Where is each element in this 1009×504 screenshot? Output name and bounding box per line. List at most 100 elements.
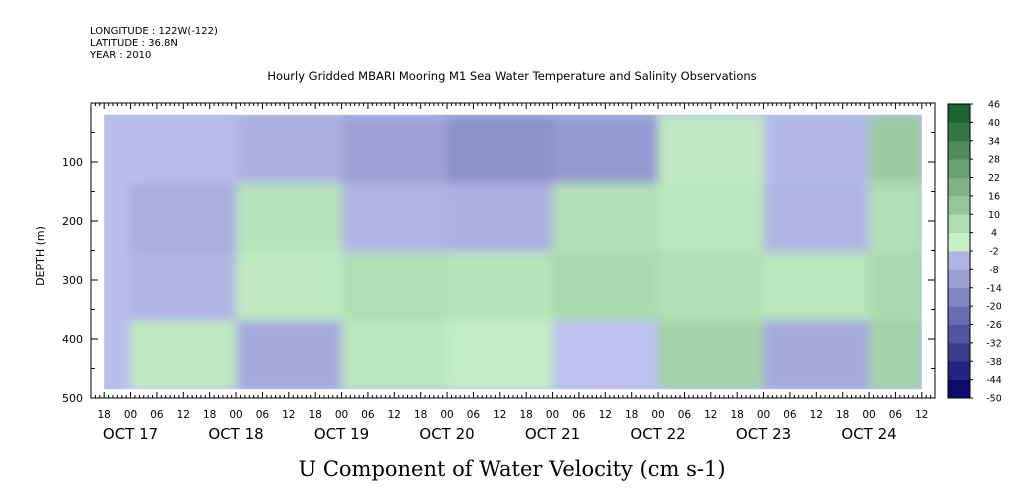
x-axis-bottom: 18 00 06 12 18 00 06 12 18 00 06 12 18 00 06 12 18 00 06 12…	[90, 392, 936, 443]
x-axis-top	[90, 103, 936, 109]
heatmap-cell	[869, 183, 922, 253]
x-day-label: OCT 21	[525, 425, 580, 443]
heatmap-cell	[447, 320, 554, 390]
y-tick-label: 300	[62, 274, 83, 287]
y-tick-label: 200	[62, 215, 83, 228]
heatmap-cell	[869, 320, 922, 390]
heatmap-cell	[236, 114, 343, 185]
header-block: LONGITUDE : 122W(-122) LATITUDE : 36.8N …	[89, 26, 218, 61]
heatmap-cell	[447, 183, 554, 253]
heatmap-cell	[763, 114, 871, 185]
x-hour-label: 18	[625, 409, 638, 421]
colorbar-label: -32	[986, 338, 1002, 349]
colorbar-swatch	[948, 287, 970, 307]
heatmap-cell	[763, 251, 871, 322]
x-hour-label: 00	[651, 409, 664, 421]
x-hour-label: 12	[599, 409, 612, 421]
heatmap-cell	[869, 114, 922, 185]
x-hour-label: 12	[493, 409, 506, 421]
colorbar-label: -2	[989, 247, 998, 258]
colorbar-label: 22	[988, 173, 1000, 184]
plot-area: 18 00 06 12 18 00 06 12 18 00 06 12 18 00 06 12 18 00 06 12…	[62, 102, 936, 443]
colorbar-label: -14	[986, 283, 1002, 294]
x-hour-label: 06	[256, 409, 270, 421]
colorbar-label: 28	[988, 155, 1000, 166]
x-hour-label: 18	[836, 409, 849, 421]
y-axis-right	[928, 132, 935, 399]
heatmap-cell	[763, 320, 871, 390]
colorbar-label: -50	[986, 394, 1002, 405]
chart-subtitle: U Component of Water Velocity (cm s-1)	[298, 457, 725, 481]
x-hour-label: 18	[203, 409, 216, 421]
colorbar-label: -26	[986, 320, 1002, 331]
x-hour-label: 12	[704, 409, 717, 421]
heatmap-cell	[236, 320, 343, 390]
x-day-label: OCT 19	[314, 425, 369, 443]
colorbar-label: -20	[986, 302, 1002, 313]
x-day-label: OCT 22	[630, 425, 685, 443]
heatmap-cell	[130, 320, 238, 390]
heatmap-cell	[130, 183, 238, 253]
heatmap-cell	[341, 114, 449, 185]
x-day-label: OCT 18	[208, 425, 263, 443]
colorbar-swatch	[948, 214, 970, 234]
x-hour-label: 00	[124, 409, 137, 421]
x-hour-label: 06	[361, 409, 375, 421]
y-tick-label: 100	[62, 156, 83, 169]
colorbar-swatch	[948, 269, 970, 289]
colorbar-swatch	[948, 104, 970, 123]
heatmap-cell	[341, 320, 449, 390]
colorbar-label: 4	[991, 228, 997, 239]
colorbar-label: 46	[988, 100, 1000, 111]
heatmap-cell	[869, 251, 922, 322]
heatmap-cell	[658, 251, 765, 322]
header-latitude: LATITUDE : 36.8N	[90, 38, 178, 49]
chart-title: Hourly Gridded MBARI Mooring M1 Sea Wate…	[267, 69, 756, 83]
x-hour-label: 18	[309, 409, 322, 421]
x-hour-label: 12	[282, 409, 295, 421]
x-hour-label: 18	[414, 409, 427, 421]
colorbar-label: 40	[988, 118, 1000, 129]
header-longitude: LONGITUDE : 122W(-122)	[90, 26, 218, 37]
heatmap-cell	[552, 183, 660, 253]
x-hour-label: 06	[572, 409, 586, 421]
heatmap-cell	[658, 183, 765, 253]
heatmap-cell	[236, 251, 343, 322]
header-year: YEAR : 2010	[89, 50, 151, 61]
heatmap-cell	[658, 320, 765, 390]
colorbar-swatch	[948, 159, 970, 178]
heatmap-cell	[447, 251, 554, 322]
heatmap-cell	[658, 114, 765, 185]
heatmap-field	[104, 114, 922, 390]
colorbar-swatch	[948, 324, 970, 344]
colorbar-swatch	[948, 195, 970, 215]
x-hour-label: 06	[150, 409, 164, 421]
y-axis-label: DEPTH (m)	[34, 226, 47, 286]
colorbar-swatch	[948, 361, 970, 381]
colorbar-label: 10	[988, 210, 1000, 221]
heatmap-cell	[236, 183, 343, 253]
x-hour-label: 06	[783, 409, 797, 421]
x-hour-label: 00	[546, 409, 559, 421]
y-tick-label: 500	[62, 392, 83, 405]
x-hour-label: 00	[440, 409, 453, 421]
heatmap-cell	[130, 114, 238, 185]
y-tick-label: 400	[62, 333, 83, 346]
heatmap-cell	[552, 114, 660, 185]
heatmap-cell	[447, 114, 554, 185]
colorbar: 46 40 34 28 22 16 10 4 -2 -8 -14 -20 -26 -32 -38 -44 -50	[947, 100, 1002, 405]
colorbar-label: 16	[988, 191, 1000, 202]
colorbar-swatch	[948, 122, 970, 142]
heatmap-cells	[104, 114, 922, 390]
heatmap-cell	[341, 251, 449, 322]
colorbar-swatch	[948, 177, 970, 197]
colorbar-label: -38	[986, 357, 1002, 368]
colorbar-label: -44	[986, 375, 1002, 386]
x-day-label: OCT 17	[103, 425, 158, 443]
colorbar-label: -8	[989, 265, 998, 276]
x-day-label: OCT 24	[841, 425, 896, 443]
x-hour-label: 18	[98, 409, 111, 421]
colorbar-swatch	[948, 251, 970, 270]
x-hour-label: 00	[757, 409, 770, 421]
